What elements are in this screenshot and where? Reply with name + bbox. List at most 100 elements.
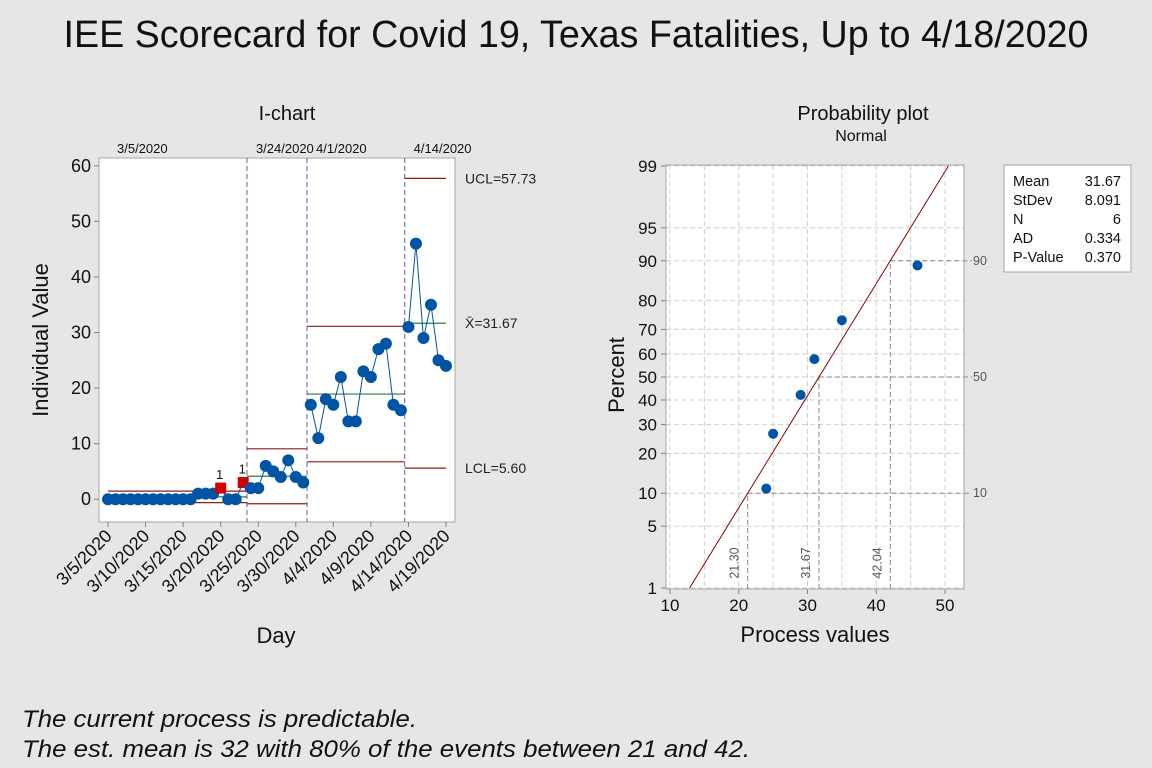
stat-label-p-value: P-Value — [1013, 250, 1064, 266]
data-point — [312, 432, 325, 445]
data-point — [349, 415, 362, 428]
ichart-x-axis-label: Day — [256, 623, 295, 648]
data-point — [424, 298, 437, 311]
probplot-y-tick-label: 90 — [638, 252, 657, 271]
probplot-data-point — [809, 354, 820, 365]
data-point — [334, 370, 347, 383]
ichart-stages: 3/5/2020 3/24/2020 4/1/2020 4/14/2020 — [117, 141, 472, 522]
data-point — [439, 359, 452, 372]
stat-value-p-value: 0.370 — [1085, 250, 1121, 266]
ichart-y-tick-label: 10 — [71, 434, 91, 454]
stage-label: 3/5/2020 — [117, 141, 168, 156]
data-point — [229, 493, 242, 506]
ichart-title: I-chart — [259, 103, 316, 125]
probplot-y-tick-label: 20 — [638, 444, 657, 463]
probplot-fit-line — [689, 165, 949, 589]
stat-value-mean: 31.67 — [1085, 174, 1121, 190]
test-failure-label: 1 — [216, 467, 223, 482]
probplot-data-point — [761, 483, 772, 494]
probplot-reference-lines: 10 21.30 50 31.67 90 42.04 — [728, 254, 987, 589]
stat-value-n: 6 — [1113, 212, 1121, 228]
data-point — [379, 337, 392, 350]
probplot-border — [665, 164, 965, 590]
probplot-y-tick-label: 30 — [638, 416, 657, 435]
probplot-title: Probability plot — [797, 103, 929, 125]
center-line-label: X̄=31.67 — [465, 315, 518, 331]
probplot-x-tick-label: 50 — [936, 596, 955, 615]
stat-label-stdev: StDev — [1013, 193, 1053, 209]
probplot-x-tick-label: 30 — [798, 596, 817, 615]
stat-value-ad: 0.334 — [1085, 231, 1121, 247]
probplot-data-point — [795, 389, 806, 400]
data-point — [304, 398, 317, 411]
ichart-y-tick-label: 0 — [81, 489, 91, 509]
stat-value-stdev: 8.091 — [1085, 193, 1121, 209]
data-point — [252, 482, 265, 495]
probplot-y-tick-label: 5 — [648, 517, 657, 536]
data-point — [297, 476, 310, 489]
probplot-y-tick-label: 1 — [648, 579, 657, 598]
probplot-x-tick-label: 20 — [729, 596, 748, 615]
probplot-data-point — [836, 315, 847, 326]
ichart-y-tick-label: 20 — [71, 378, 91, 398]
probplot-y-axis-label: Percent — [604, 337, 629, 413]
reference-percent-label: 90 — [973, 254, 987, 268]
reference-value-label: 21.30 — [728, 547, 742, 578]
lcl-label: LCL=5.60 — [465, 460, 526, 476]
main-title: IEE Scorecard for Covid 19, Texas Fatali… — [64, 14, 1089, 56]
data-point — [274, 470, 287, 483]
test-failure-label: 1 — [239, 462, 246, 477]
ichart-y-tick-label: 60 — [71, 156, 91, 176]
probplot-x-tick-label: 40 — [867, 596, 886, 615]
data-point — [394, 404, 407, 417]
reference-percent-label: 10 — [973, 486, 987, 500]
data-point — [364, 370, 377, 383]
stat-label-ad: AD — [1013, 231, 1033, 247]
flagged-data-point — [237, 477, 249, 489]
reference-percent-label: 50 — [973, 370, 987, 384]
footer-line-1: The current process is predictable. — [22, 706, 417, 733]
stats-box: Mean 31.67 StDev 8.091 N 6 AD 0.334 P-Va… — [1003, 164, 1132, 273]
probplot-y-tick-label: 10 — [638, 484, 657, 503]
stage-label: 4/14/2020 — [414, 141, 472, 156]
stats-box-frame — [1003, 164, 1132, 273]
data-point — [282, 454, 295, 467]
probplot-data-point — [768, 428, 779, 439]
stat-label-n: N — [1013, 212, 1023, 228]
ichart-y-axis-label: Individual Value — [28, 263, 53, 417]
ichart-y-tick-label: 50 — [71, 211, 91, 231]
probability-plot: Probability plot Normal 1 5 10 20 30 40 50 60 70… — [604, 103, 1132, 647]
normal-fit-line — [689, 165, 949, 589]
probplot-y-tick-label: 50 — [638, 368, 657, 387]
probplot-y-tick-label: 95 — [638, 219, 657, 238]
data-point — [409, 237, 422, 250]
probplot-y-tick-label: 99 — [638, 157, 657, 176]
data-point — [402, 320, 415, 333]
stage-label: 3/24/2020 — [256, 141, 314, 156]
footer-line-2: The est. mean is 32 with 80% of the even… — [22, 736, 750, 763]
probplot-subtitle: Normal — [835, 128, 887, 145]
ichart-series — [102, 177, 452, 506]
probplot-y-tick-label: 60 — [638, 345, 657, 364]
probplot-axes: 1 5 10 20 30 40 50 60 70 80 90 95 99 10 20 30 40 50 — [638, 157, 954, 615]
ichart-y-tick-label: 40 — [71, 267, 91, 287]
stat-label-mean: Mean — [1013, 174, 1049, 190]
probplot-points — [761, 260, 923, 494]
ucl-label: UCL=57.73 — [465, 170, 536, 186]
probplot-y-tick-label: 40 — [638, 391, 657, 410]
probplot-x-tick-label: 10 — [661, 596, 680, 615]
probplot-y-tick-label: 80 — [638, 292, 657, 311]
probplot-x-axis-label: Process values — [740, 622, 889, 647]
flagged-data-point — [215, 482, 227, 494]
reference-value-label: 42.04 — [870, 547, 884, 578]
reference-value-label: 31.67 — [799, 547, 813, 578]
stage-label: 4/1/2020 — [316, 141, 367, 156]
probplot-y-tick-label: 70 — [638, 320, 657, 339]
i-chart: I-chart 01020304050603/5/20203/10/20203/… — [28, 103, 536, 648]
data-point — [327, 398, 340, 411]
ichart-y-tick-label: 30 — [71, 322, 91, 342]
data-point — [417, 332, 430, 345]
probplot-data-point — [912, 260, 923, 271]
